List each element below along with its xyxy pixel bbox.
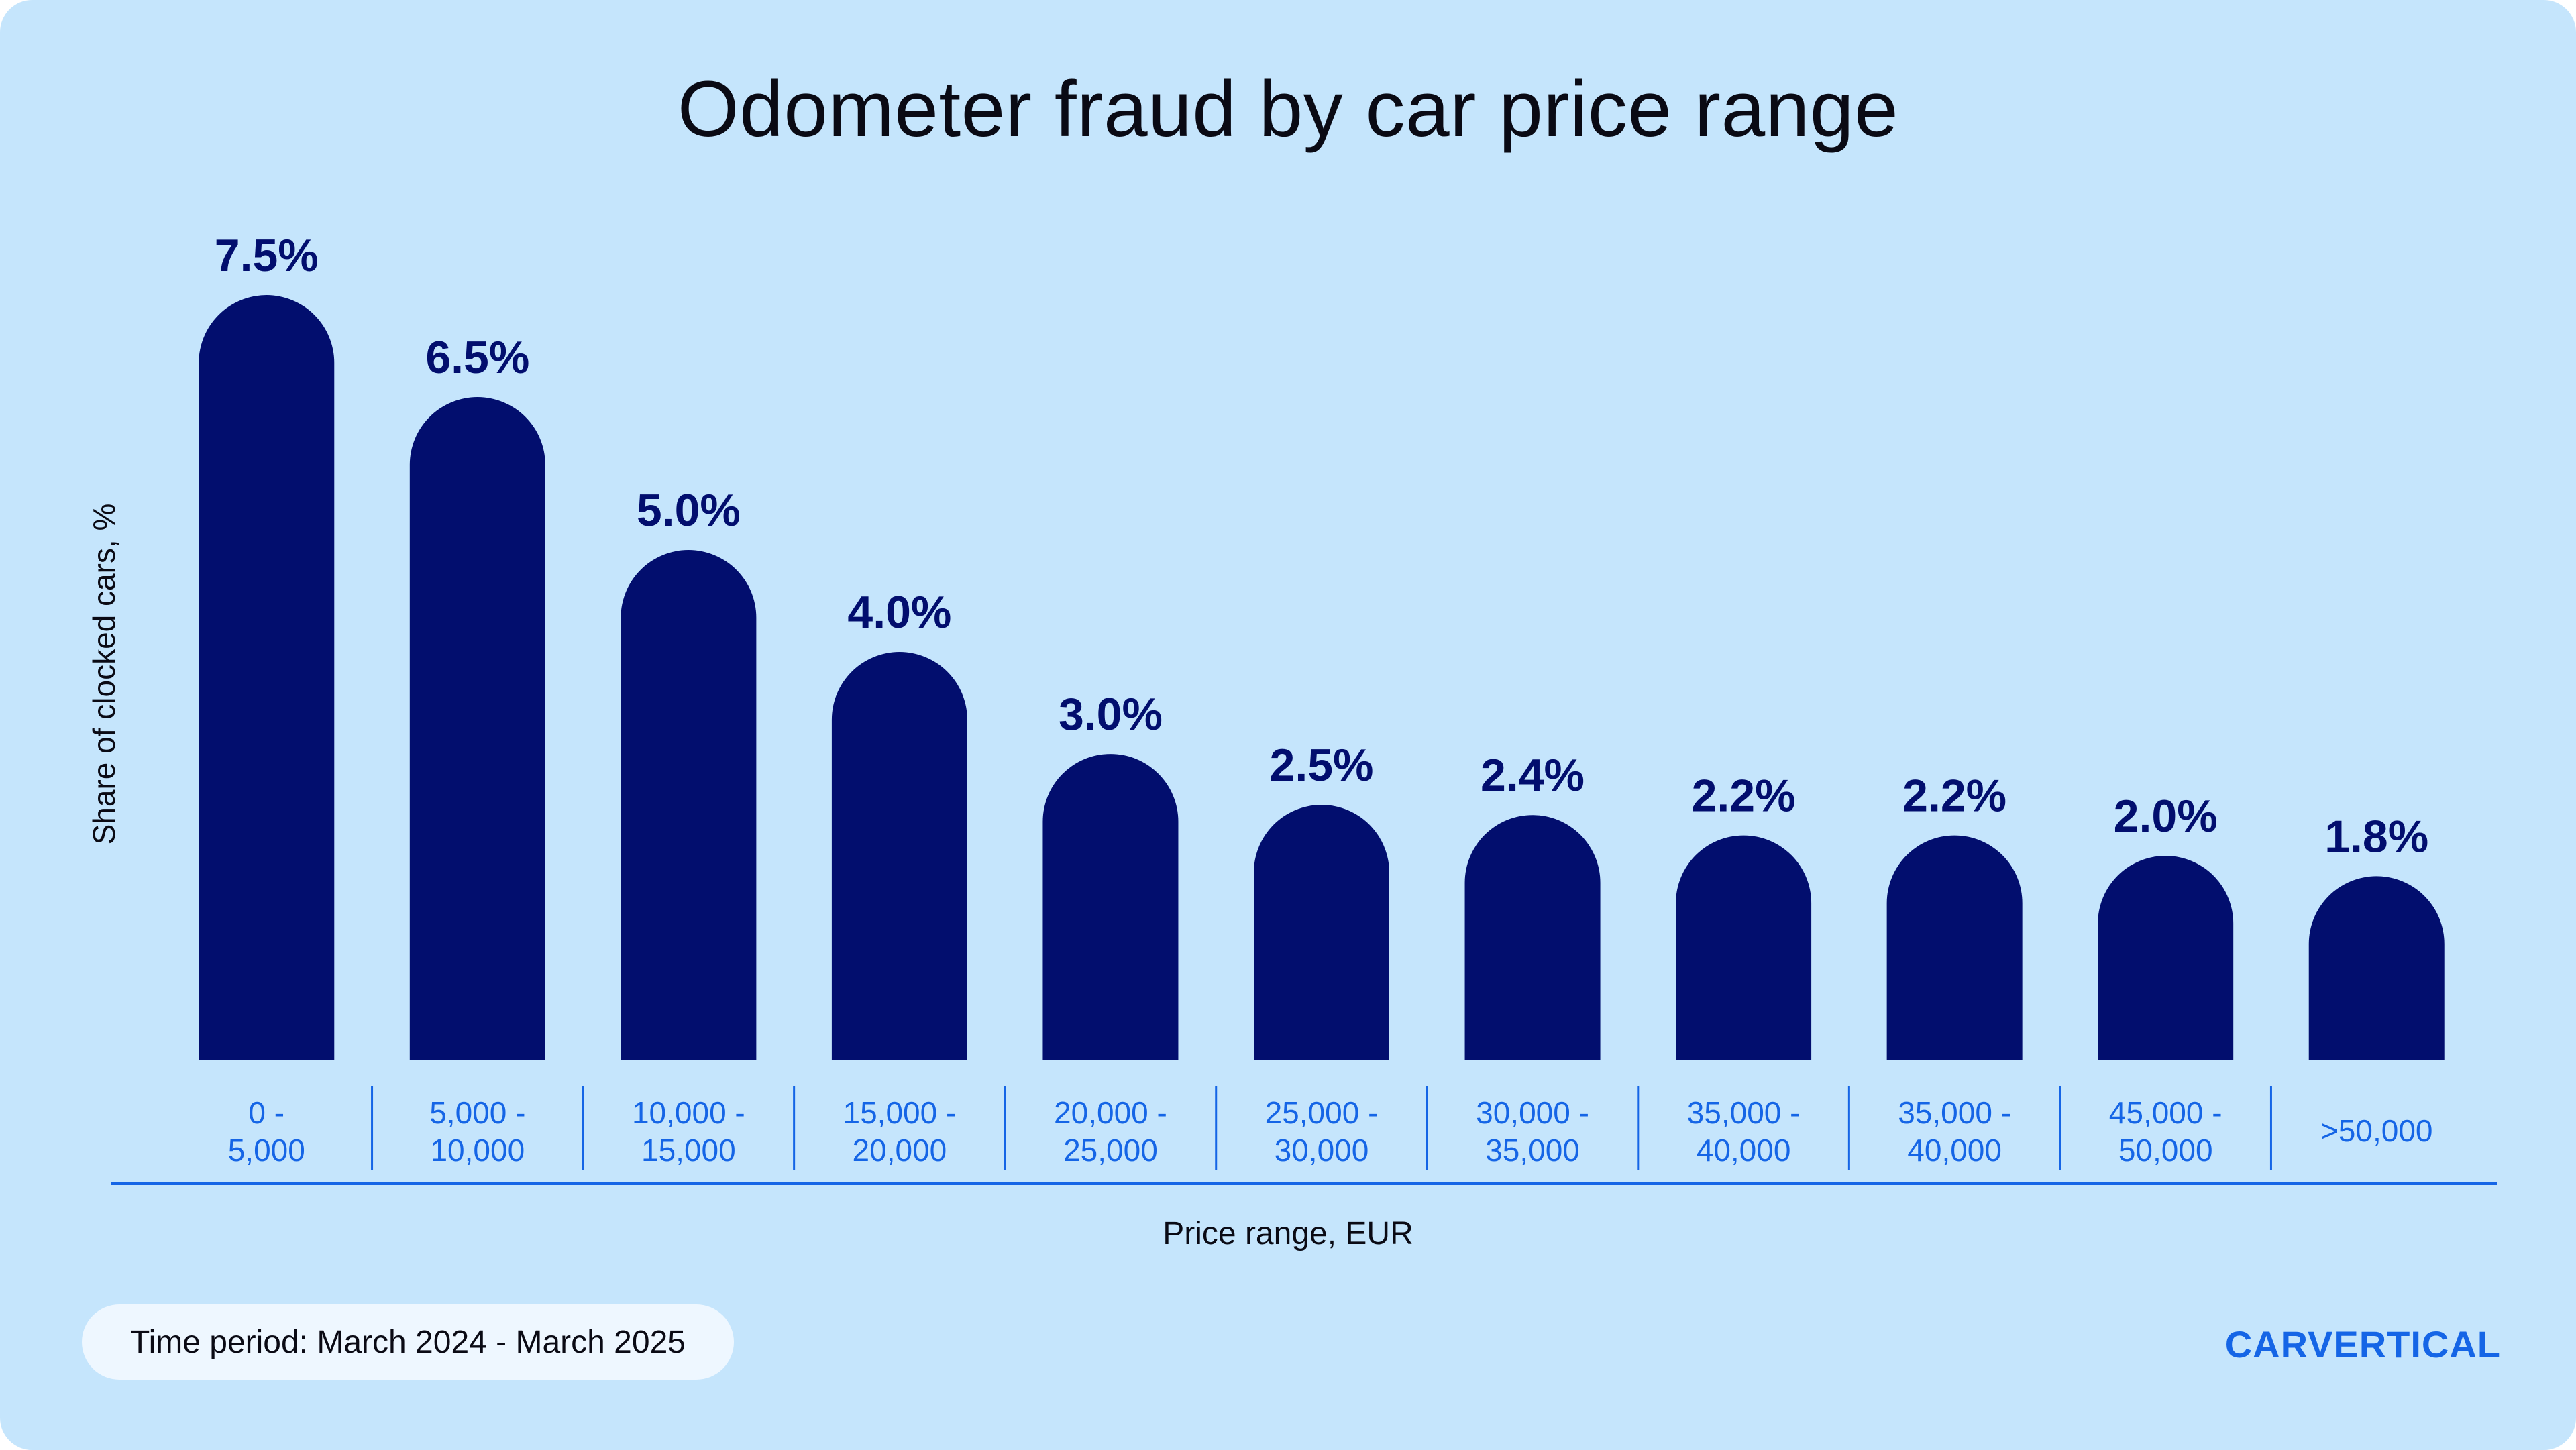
bar xyxy=(831,652,967,1060)
x-tick-label: 0 -5,000 xyxy=(228,1095,305,1168)
bar-value-label: 2.2% xyxy=(1902,771,2006,822)
bar-value-label: 3.0% xyxy=(1059,689,1163,740)
bar xyxy=(409,396,545,1060)
bar xyxy=(1254,805,1389,1060)
x-tick-labels: 0 -5,000 5,000 -10,000 10,000 -15,000 15,00… xyxy=(228,1095,2433,1168)
bar-value-label: 6.5% xyxy=(425,332,529,383)
x-tick-label: 10,000 -15,000 xyxy=(632,1095,745,1168)
x-tick-label: 35,000 -40,000 xyxy=(1898,1095,2011,1168)
x-tick-label: 45,000 -50,000 xyxy=(2109,1095,2222,1168)
x-tick-label: 20,000 -25,000 xyxy=(1054,1095,1167,1168)
x-tick-label: >50,000 xyxy=(2320,1113,2433,1148)
bar xyxy=(621,550,757,1060)
bar-value-label: 5.0% xyxy=(637,485,741,536)
x-tick-label: 5,000 -10,000 xyxy=(429,1095,525,1168)
carvertical-logo: CARVERTICAL xyxy=(2224,1323,2501,1365)
x-tick-label: 35,000 -40,000 xyxy=(1687,1095,1801,1168)
bar xyxy=(2308,876,2445,1060)
bar-value-label: 7.5% xyxy=(215,230,319,281)
bar xyxy=(199,295,335,1060)
bar xyxy=(2098,856,2234,1060)
time-period-badge: Time period: March 2024 - March 2025 xyxy=(82,1304,734,1380)
bar-value-label: 2.2% xyxy=(1692,771,1796,822)
time-period-text: Time period: March 2024 - March 2025 xyxy=(130,1324,686,1360)
bar-value-label: 2.0% xyxy=(2114,791,2218,842)
value-labels-group: 7.5% 6.5% 5.0% 4.0% 3.0% 2.5% 2.4% 2.2% 2.2% 2.0%… xyxy=(215,230,2428,862)
bars-group xyxy=(199,295,2445,1060)
x-tick-label: 25,000 -30,000 xyxy=(1265,1095,1379,1168)
bar-value-label: 4.0% xyxy=(847,587,951,638)
bar xyxy=(1464,815,1601,1060)
bar xyxy=(1886,835,2023,1060)
bar-value-label: 1.8% xyxy=(2324,811,2428,862)
x-tick-label: 15,000 -20,000 xyxy=(843,1095,957,1168)
x-tick-separators xyxy=(371,1086,2272,1170)
x-axis-title: Price range, EUR xyxy=(1163,1216,1413,1251)
bar-value-label: 2.4% xyxy=(1481,750,1585,801)
bar-value-label: 2.5% xyxy=(1270,740,1374,791)
bar xyxy=(1676,835,1812,1060)
chart-title: Odometer fraud by car price range xyxy=(677,65,1899,154)
bar xyxy=(1042,754,1179,1060)
x-tick-label: 30,000 -35,000 xyxy=(1476,1095,1589,1168)
